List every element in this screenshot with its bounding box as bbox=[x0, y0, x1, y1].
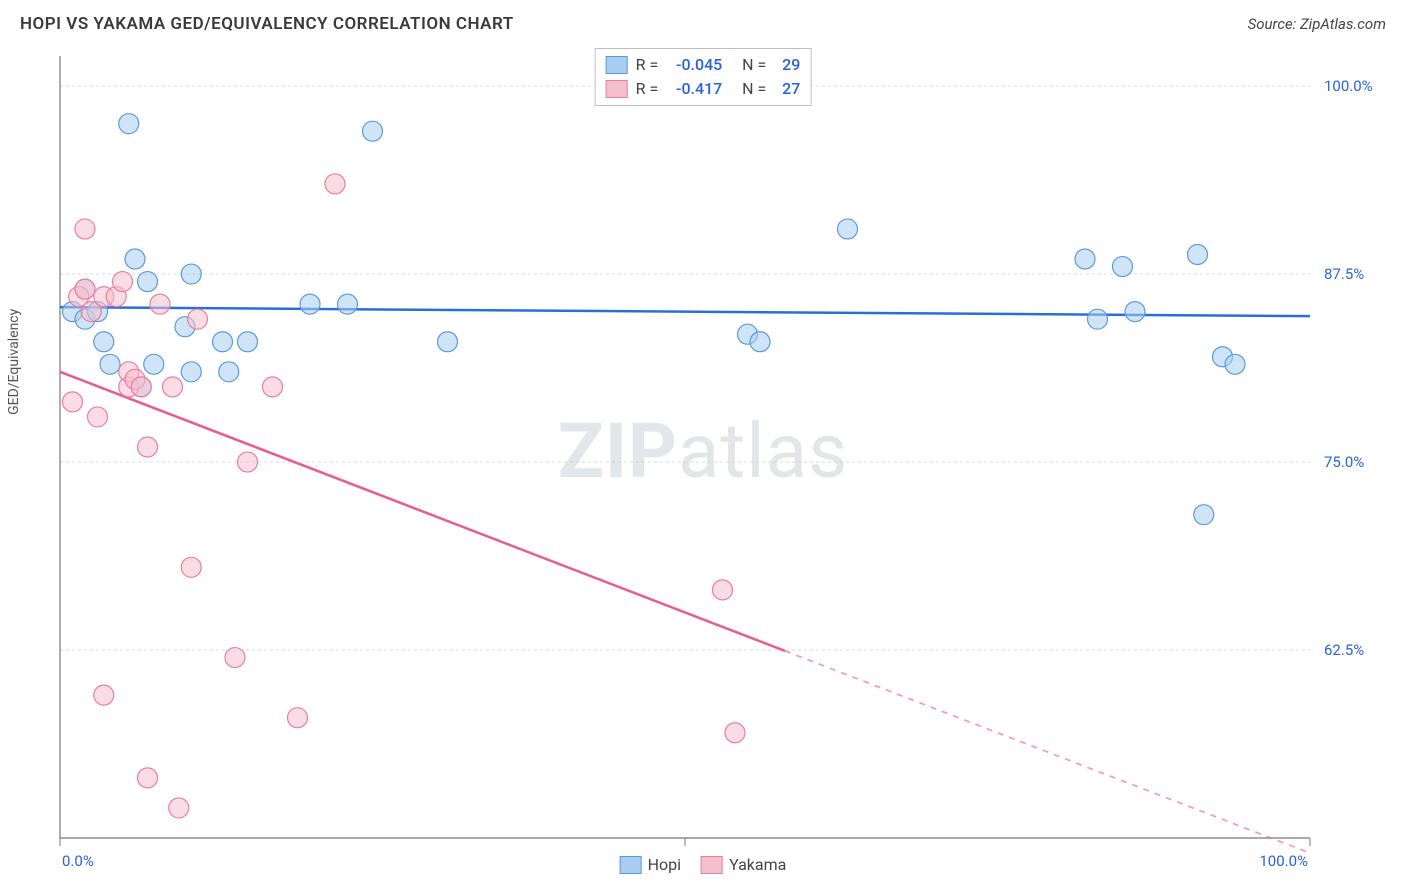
legend-row: R = -0.417 N = 27 bbox=[606, 77, 801, 101]
r-label: R = bbox=[636, 53, 659, 77]
x-tick-label: 0.0% bbox=[62, 852, 94, 870]
scatter-chart: 62.5% 75.0% 87.5% 100.0% 0.0% 100.0% bbox=[20, 48, 1386, 872]
r-label: R = bbox=[636, 77, 659, 101]
n-label: N = bbox=[730, 77, 766, 101]
series-legend: Hopi Yakama bbox=[620, 855, 787, 874]
y-tick-label: 75.0% bbox=[1324, 453, 1364, 471]
correlation-legend: R = -0.045 N = 29R = -0.417 N = 27 bbox=[595, 48, 812, 106]
x-tick-label: 100.0% bbox=[1259, 852, 1308, 870]
series-name: Yakama bbox=[729, 855, 786, 874]
r-value: -0.417 bbox=[666, 77, 722, 101]
legend-swatch bbox=[606, 56, 628, 74]
n-value: 27 bbox=[774, 77, 800, 101]
chart-title: HOPI VS YAKAMA GED/EQUIVALENCY CORRELATI… bbox=[20, 14, 514, 34]
legend-swatch bbox=[701, 856, 723, 874]
chart-area: GED/Equivalency ZIPatlas 62.5%75.0%87.5%… bbox=[20, 48, 1386, 872]
series-legend-item: Hopi bbox=[620, 855, 681, 874]
legend-swatch bbox=[620, 856, 642, 874]
y-tick-label: 100.0% bbox=[1324, 77, 1373, 95]
legend-row: R = -0.045 N = 29 bbox=[606, 53, 801, 77]
source-attribution: Source: ZipAtlas.com bbox=[1248, 15, 1386, 33]
n-value: 29 bbox=[774, 53, 800, 77]
y-axis-title: GED/Equivalency bbox=[6, 309, 22, 415]
y-tick-label: 62.5% bbox=[1324, 641, 1364, 659]
r-value: -0.045 bbox=[666, 53, 722, 77]
n-label: N = bbox=[730, 53, 766, 77]
series-name: Hopi bbox=[648, 855, 681, 874]
series-legend-item: Yakama bbox=[701, 855, 786, 874]
legend-swatch bbox=[606, 80, 628, 98]
y-tick-label: 87.5% bbox=[1324, 265, 1364, 283]
